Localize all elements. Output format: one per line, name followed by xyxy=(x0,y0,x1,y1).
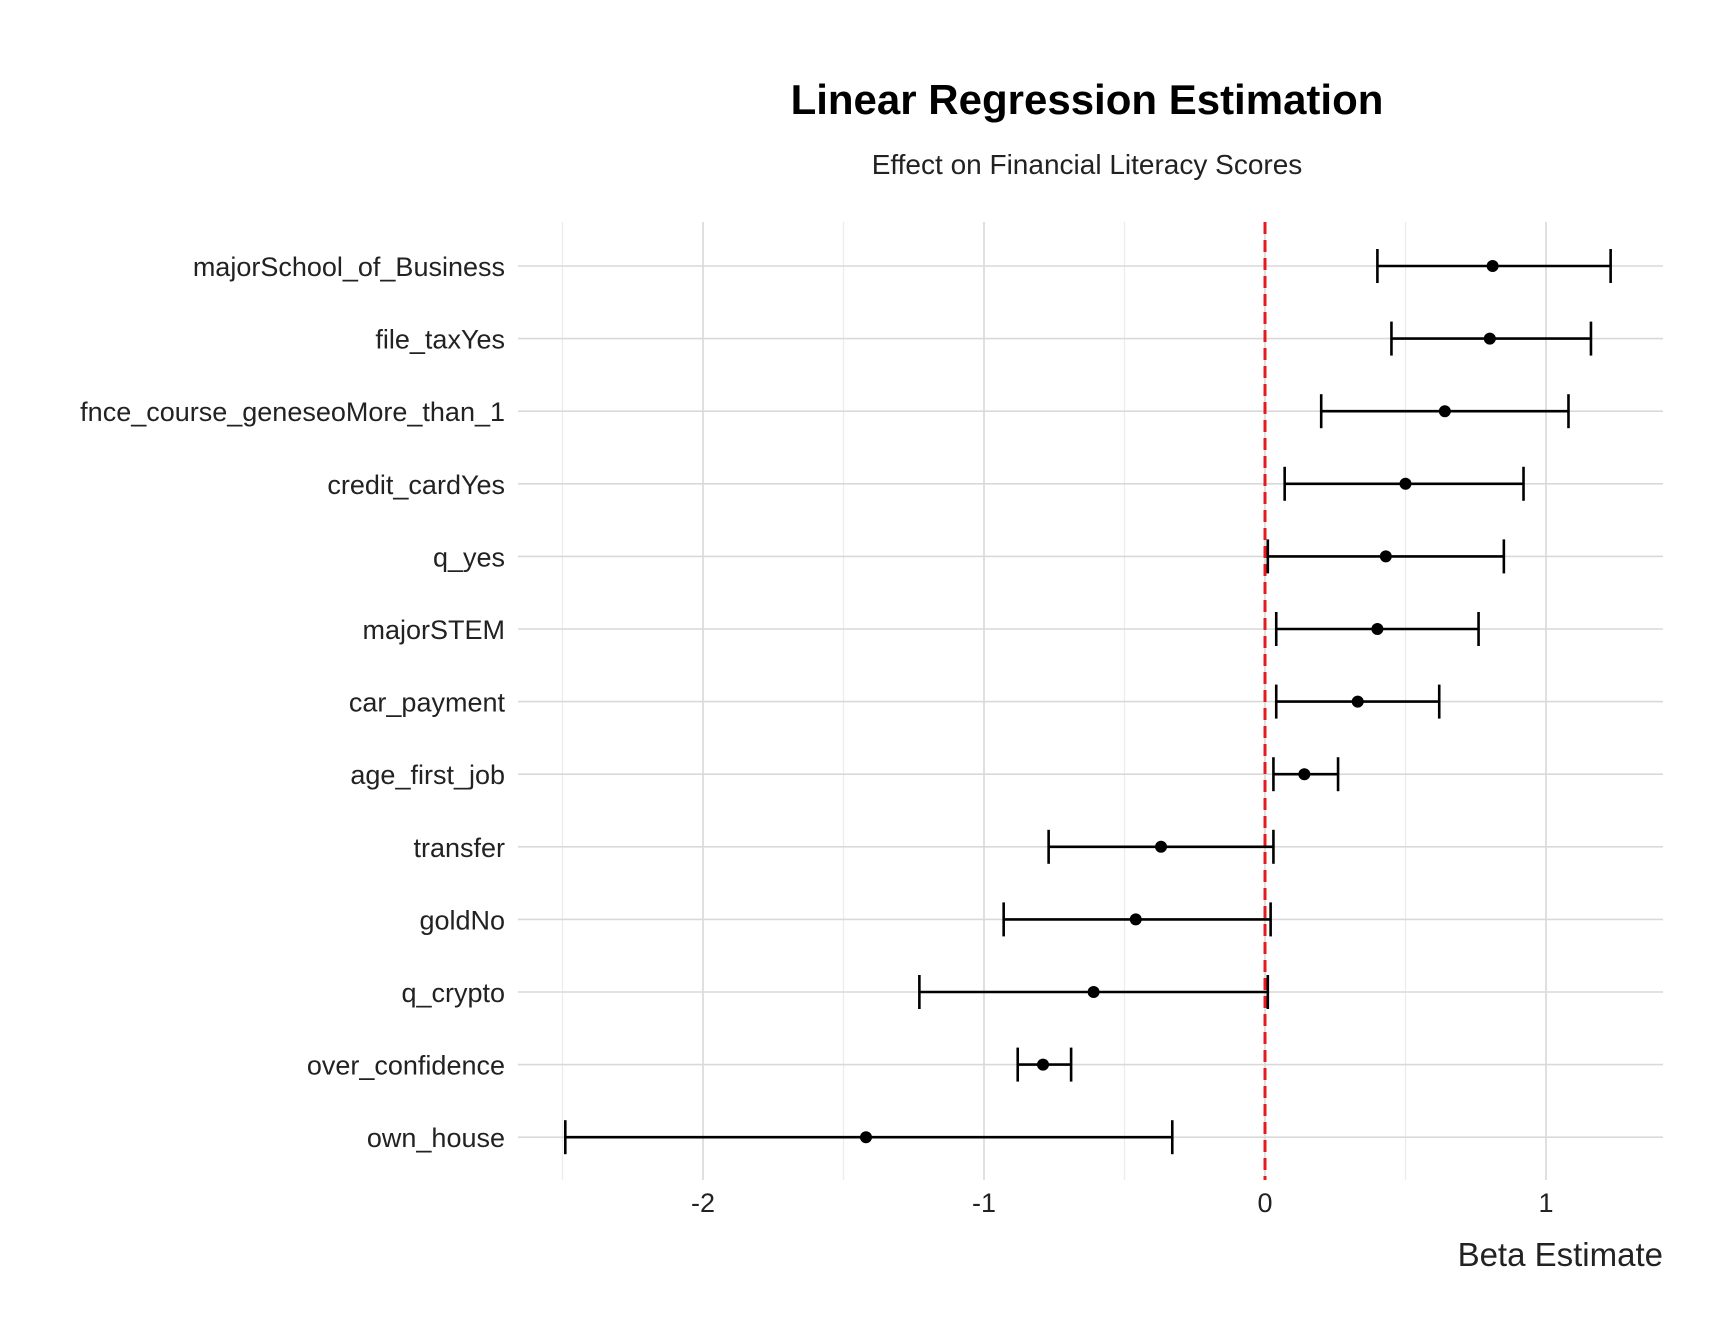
coef-row-fnce_course_geneseoMore_than_1 xyxy=(1319,394,1570,429)
estimate-point xyxy=(1351,695,1364,708)
estimate-point xyxy=(1379,550,1392,563)
coef-row-transfer xyxy=(1047,829,1275,864)
x-tick-label: 0 xyxy=(1257,1188,1272,1218)
y-tick-label: goldNo xyxy=(419,905,505,935)
x-tick-label: -2 xyxy=(691,1188,715,1218)
y-tick-label: majorSTEM xyxy=(362,615,505,645)
coef-row-over_confidence xyxy=(1016,1047,1073,1082)
chart-subtitle: Effect on Financial Literacy Scores xyxy=(872,149,1303,180)
grid xyxy=(518,222,1663,1180)
coef-row-file_taxYes xyxy=(1390,321,1593,356)
estimate-point xyxy=(1483,332,1496,345)
y-tick-label: over_confidence xyxy=(307,1051,505,1081)
estimate-point xyxy=(1155,840,1168,853)
estimate-point xyxy=(1438,405,1451,418)
estimate-point xyxy=(1037,1058,1050,1071)
estimate-point xyxy=(1486,260,1499,272)
y-tick-label: credit_cardYes xyxy=(327,470,505,500)
coef-row-majorSTEM xyxy=(1274,612,1480,646)
coef-row-age_first_job xyxy=(1272,757,1340,792)
chart-title: Linear Regression Estimation xyxy=(791,76,1384,123)
coef-row-credit_cardYes xyxy=(1283,466,1525,501)
estimate-point xyxy=(1129,913,1142,926)
y-tick-label: age_first_job xyxy=(350,760,505,790)
y-tick-label: car_payment xyxy=(349,688,506,718)
coef-row-car_payment xyxy=(1274,684,1441,719)
y-tick-label: fnce_course_geneseoMore_than_1 xyxy=(80,397,505,427)
x-tick-label: 1 xyxy=(1538,1188,1553,1218)
estimate-point xyxy=(1298,768,1311,781)
y-tick-label: file_taxYes xyxy=(375,325,505,355)
x-tick-label: -1 xyxy=(972,1188,996,1218)
x-axis: -2 -1 0 1 xyxy=(691,1188,1554,1218)
coef-row-own_house xyxy=(564,1120,1174,1155)
coef-row-majorSchool_of_Business xyxy=(1376,249,1612,283)
y-tick-label: transfer xyxy=(413,833,505,863)
coefficient-marks xyxy=(564,249,1612,1155)
x-axis-label: Beta Estimate xyxy=(1458,1236,1663,1273)
coef-row-goldNo xyxy=(1002,902,1272,937)
y-tick-label: own_house xyxy=(367,1123,505,1153)
coef-row-q_yes xyxy=(1266,539,1506,574)
estimate-point xyxy=(1399,477,1412,490)
y-tick-label: majorSchool_of_Business xyxy=(193,252,505,282)
y-tick-label: q_yes xyxy=(433,542,505,572)
y-tick-label: q_crypto xyxy=(401,978,505,1008)
coef-row-q_crypto xyxy=(918,975,1270,1009)
estimate-point xyxy=(1087,986,1100,998)
estimate-point xyxy=(859,1131,872,1144)
estimate-point xyxy=(1371,623,1384,635)
y-axis: majorSchool_of_Business file_taxYes fnce_c… xyxy=(80,252,505,1153)
